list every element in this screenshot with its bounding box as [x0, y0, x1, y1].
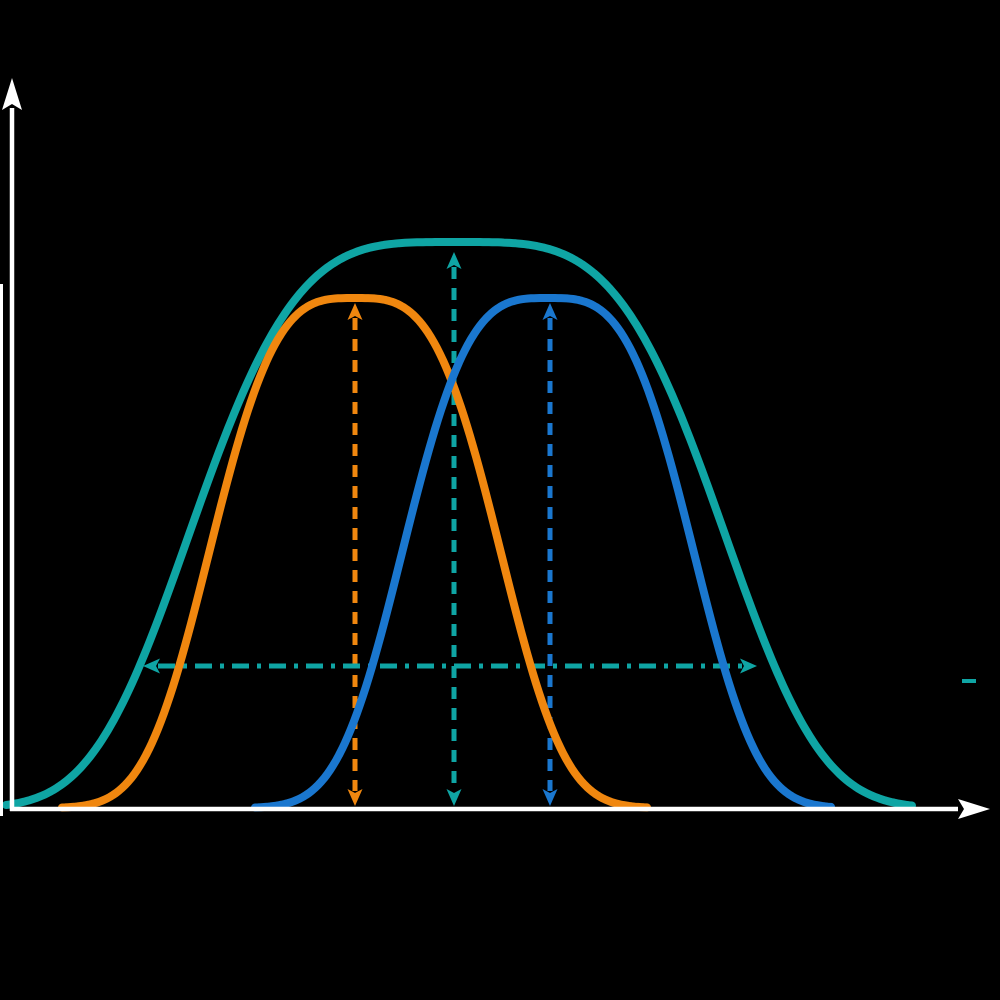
- legend-dash: [962, 679, 976, 683]
- width-arrow-head-right: [740, 658, 757, 674]
- peak-arrow-blue-head-top: [542, 303, 558, 320]
- x-axis-arrowhead: [958, 799, 990, 819]
- peak-arrow-teal-head-bottom: [446, 789, 462, 806]
- width-arrow-head-left: [143, 658, 160, 674]
- peak-arrow-blue-head-bottom: [542, 789, 558, 806]
- curve-narrow-distribution-left: [58, 294, 651, 812]
- curve-narrow-distribution-right: [251, 294, 835, 812]
- peak-arrow-orange-head-bottom: [347, 789, 363, 806]
- peak-arrow-orange-head-top: [347, 303, 363, 320]
- curve-wide-distribution: [2, 238, 916, 810]
- y-axis-arrowhead: [2, 78, 22, 110]
- peak-arrow-teal-head-top: [446, 252, 462, 269]
